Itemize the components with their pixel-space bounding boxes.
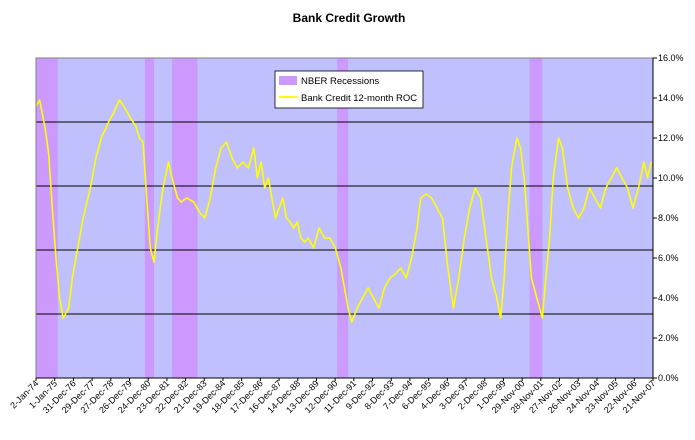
- legend-label-recessions: NBER Recessions: [301, 76, 379, 87]
- legend-label-bank-credit: Bank Credit 12-month ROC: [301, 93, 417, 104]
- legend: NBER Recessions Bank Credit 12-month ROC: [274, 70, 424, 109]
- y-axis: 0.0% 2.0% 4.0% 6.0% 8.0% 10.0% 12.0% 14.0% 16.0%: [652, 53, 684, 383]
- gridlines: [36, 121, 653, 315]
- y-tick-label: 10.0%: [658, 173, 684, 183]
- series-line-0: [35, 99, 652, 323]
- recession-band-1: [144, 58, 154, 378]
- recession-band-0: [36, 58, 58, 378]
- recession-band-3: [337, 58, 349, 378]
- y-tick-label: 12.0%: [658, 133, 684, 143]
- y-tick-label: 8.0%: [658, 213, 679, 223]
- y-tick-label: 16.0%: [658, 53, 684, 63]
- recession-band-2: [172, 58, 198, 378]
- legend-box: [274, 70, 424, 109]
- recession-bands: [36, 58, 543, 378]
- y-tick-label: 6.0%: [658, 253, 679, 263]
- legend-swatch-recessions: [279, 76, 297, 85]
- y-tick-label: 14.0%: [658, 93, 684, 103]
- series-line-layer: [35, 99, 652, 323]
- y-tick-label: 0.0%: [658, 373, 679, 383]
- y-tick-label: 4.0%: [658, 293, 679, 303]
- x-axis: 2-Jan-741-Jan-7531-Dec-7629-Dec-7727-Dec…: [8, 377, 657, 415]
- chart-title: Bank Credit Growth: [293, 11, 406, 25]
- recession-band-4: [529, 58, 543, 378]
- y-tick-label: 2.0%: [658, 333, 679, 343]
